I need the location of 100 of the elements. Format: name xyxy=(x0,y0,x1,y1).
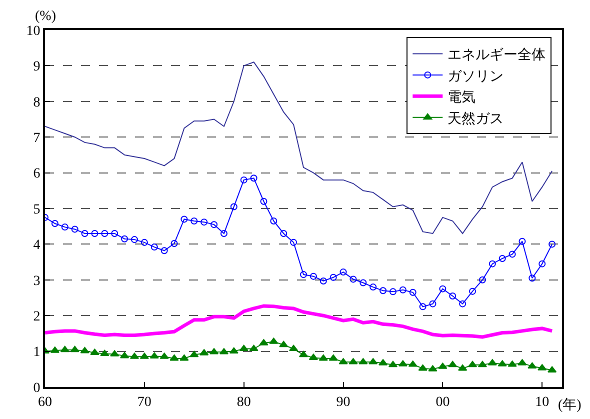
point xyxy=(340,268,347,276)
x-tick-label: 70 xyxy=(137,394,152,410)
y-tick-label: 0 xyxy=(33,380,40,396)
y-tick-label: 9 xyxy=(33,60,40,75)
point xyxy=(230,203,238,210)
point xyxy=(51,220,58,227)
x-tick-label: 60 xyxy=(38,394,52,410)
point xyxy=(120,352,130,358)
point xyxy=(360,279,367,286)
point xyxy=(180,354,189,361)
point xyxy=(448,360,458,368)
point xyxy=(61,224,68,231)
point xyxy=(160,247,168,254)
point xyxy=(190,217,198,224)
line-series xyxy=(45,304,554,339)
legend-label: 電気 xyxy=(448,90,476,106)
point xyxy=(298,350,308,358)
x-tick-label: 00 xyxy=(436,394,450,410)
point xyxy=(170,240,178,247)
point xyxy=(260,198,268,205)
y-tick-label: 6 xyxy=(33,166,40,182)
y-tick-label: 7 xyxy=(33,131,40,146)
line-series xyxy=(45,62,553,234)
point xyxy=(409,288,416,296)
point xyxy=(150,244,158,251)
point xyxy=(150,352,159,359)
y-tick-label: 2 xyxy=(33,310,40,324)
y-tick-label: 1 xyxy=(33,345,40,360)
point xyxy=(250,174,258,182)
point xyxy=(320,277,327,284)
point xyxy=(330,274,337,281)
point xyxy=(350,276,357,283)
point xyxy=(488,260,496,268)
point xyxy=(100,350,110,356)
y-tick-label: 10 xyxy=(26,24,40,39)
point xyxy=(419,303,426,310)
point xyxy=(71,226,78,233)
point xyxy=(270,217,278,224)
point xyxy=(111,230,118,237)
point xyxy=(249,344,258,352)
y-tick-label: 8 xyxy=(33,95,40,110)
point xyxy=(418,364,428,371)
point xyxy=(518,238,526,245)
point xyxy=(310,272,317,280)
point xyxy=(439,285,446,292)
point xyxy=(528,362,537,369)
point xyxy=(70,346,80,352)
legend-label: 天然ガス xyxy=(448,110,504,127)
point xyxy=(429,300,436,308)
y-tick-label: 4 xyxy=(33,238,40,254)
point xyxy=(380,287,387,294)
point xyxy=(399,286,406,294)
y-axis-title: (%) xyxy=(35,9,56,24)
point xyxy=(290,238,298,246)
point xyxy=(498,254,506,262)
point xyxy=(229,347,238,354)
point xyxy=(388,360,398,368)
point xyxy=(528,274,536,282)
point xyxy=(121,235,128,242)
legend-label: ガソリン xyxy=(448,69,504,84)
point xyxy=(289,344,298,352)
point xyxy=(328,354,338,361)
point xyxy=(101,230,108,237)
point xyxy=(508,250,516,258)
point xyxy=(60,346,70,352)
point xyxy=(130,236,138,244)
point xyxy=(239,344,248,352)
point xyxy=(548,240,556,248)
y-tick-label: 5 xyxy=(33,202,40,218)
point xyxy=(459,300,466,308)
point xyxy=(91,230,98,237)
y-tick-label: 3 xyxy=(33,274,40,289)
point xyxy=(370,284,377,291)
point xyxy=(300,271,307,278)
point xyxy=(200,218,208,226)
x-tick-label: 10 xyxy=(535,394,550,410)
point xyxy=(240,176,248,184)
point xyxy=(468,360,478,368)
x-axis-title: (年) xyxy=(558,397,582,413)
point xyxy=(220,230,228,237)
point xyxy=(210,221,218,228)
point xyxy=(170,354,179,361)
point xyxy=(318,354,328,361)
point xyxy=(389,288,396,296)
x-tick-label: 80 xyxy=(236,394,251,410)
point xyxy=(449,292,456,300)
x-tick-label: 90 xyxy=(336,394,350,410)
point xyxy=(279,340,288,348)
point xyxy=(180,216,188,223)
point xyxy=(81,230,88,237)
point xyxy=(538,260,546,268)
point xyxy=(458,364,468,371)
point xyxy=(80,346,90,354)
point xyxy=(140,238,148,246)
point xyxy=(478,276,486,284)
point xyxy=(190,350,199,358)
point xyxy=(469,288,476,295)
legend-label: エネルギー全体 xyxy=(448,47,546,64)
point xyxy=(280,230,288,237)
point xyxy=(478,360,487,368)
